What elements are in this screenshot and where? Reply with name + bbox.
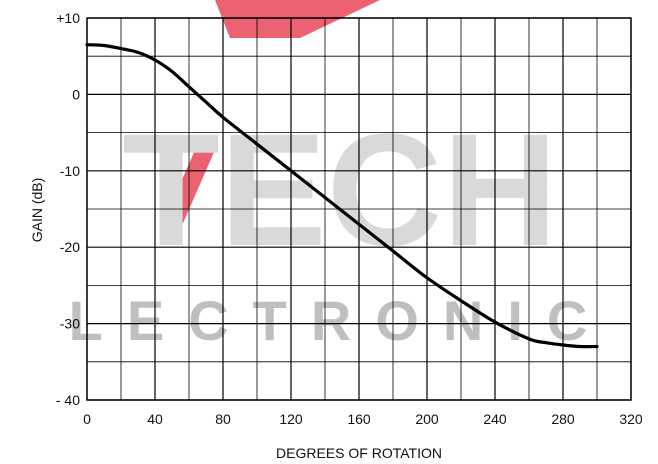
x-tick-labels: 0 40 80 120 160 200 240 280 320 bbox=[83, 411, 643, 427]
y-tick-label: -30 bbox=[60, 316, 80, 332]
y-tick-labels: +10 0 -10 -20 -30 - 40 bbox=[56, 10, 80, 408]
gridlines bbox=[86, 17, 632, 401]
y-tick-label: +10 bbox=[56, 10, 80, 26]
x-axis-label: DEGREES OF ROTATION bbox=[276, 445, 442, 461]
x-tick-label: 40 bbox=[147, 411, 163, 427]
y-tick-label: - 40 bbox=[56, 392, 80, 408]
watermark-big-text: TECH bbox=[122, 100, 558, 279]
x-tick-label: 160 bbox=[347, 411, 371, 427]
y-tick-label: -10 bbox=[60, 163, 80, 179]
y-tick-label: -20 bbox=[60, 239, 80, 255]
series-group bbox=[85, 43, 599, 349]
x-tick-label: 200 bbox=[415, 411, 439, 427]
x-tick-label: 320 bbox=[619, 411, 643, 427]
watermark-accent-shape bbox=[215, 0, 380, 38]
watermark: TECH LECTRONIC bbox=[69, 0, 612, 352]
x-tick-label: 0 bbox=[83, 411, 91, 427]
x-tick-label: 120 bbox=[279, 411, 303, 427]
x-tick-label: 240 bbox=[483, 411, 507, 427]
x-tick-label: 280 bbox=[551, 411, 575, 427]
watermark-sub-text: LECTRONIC bbox=[69, 289, 612, 352]
gain-curve-line bbox=[85, 43, 599, 349]
plot-frame bbox=[86, 17, 632, 401]
y-axis-label: GAIN (dB) bbox=[29, 178, 45, 243]
x-tick-label: 80 bbox=[215, 411, 231, 427]
watermark-accent-shape-left bbox=[160, 150, 215, 230]
y-tick-label: 0 bbox=[72, 86, 80, 102]
